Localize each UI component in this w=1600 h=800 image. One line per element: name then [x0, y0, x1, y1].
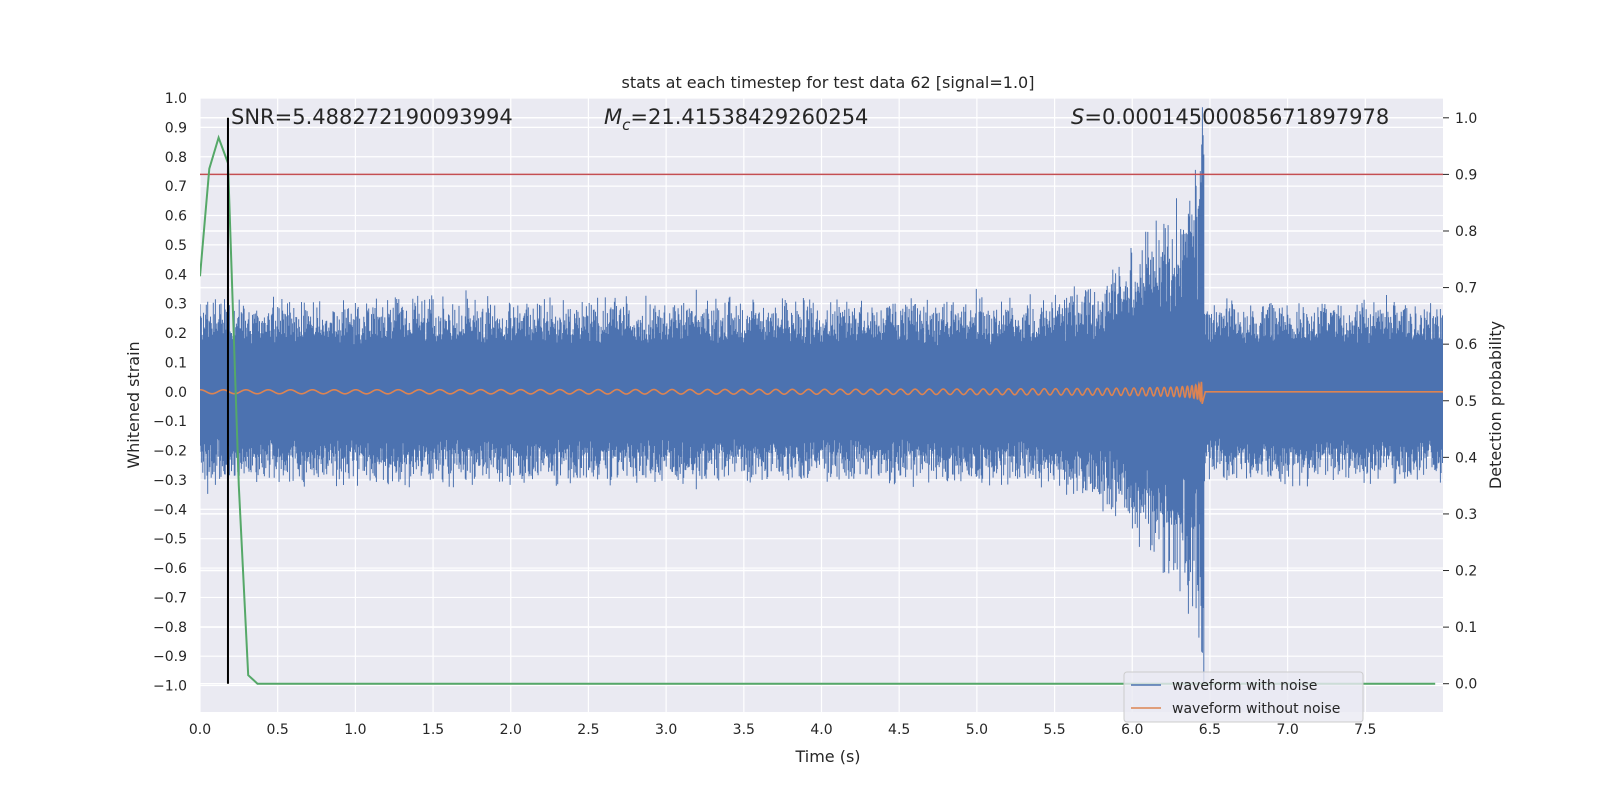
x-tick-label: 2.0	[500, 722, 522, 738]
series-detection-probability	[200, 134, 1436, 685]
y2-tick-label: 0.2	[1455, 564, 1477, 580]
y2-axis-ticks: 0.0 0.1 0.2 0.3 0.4 0.5 0.6 0.7 0.8 0.9 1.0	[1443, 111, 1477, 693]
y-tick-label: 0.4	[165, 267, 187, 283]
y-axis-label: Whitened strain	[124, 341, 143, 468]
legend-label-with-noise: waveform with noise	[1172, 678, 1317, 694]
y2-tick-label: 0.9	[1455, 167, 1477, 183]
legend-box	[1123, 671, 1364, 723]
y2-tick-label: 1.0	[1455, 111, 1477, 127]
x-tick-label: 6.0	[1121, 722, 1143, 738]
y-tick-label: 0.1	[165, 355, 187, 371]
series-waveform-without-noise	[200, 380, 1443, 405]
y-tick-label: −0.4	[153, 502, 187, 518]
s-value: =0.00014500085671897978	[1084, 105, 1389, 129]
y-tick-label: 0.8	[165, 150, 187, 166]
x-tick-label: 4.5	[888, 722, 910, 738]
x-tick-label: 3.0	[655, 722, 677, 738]
x-tick-label: 7.5	[1354, 722, 1376, 738]
x-tick-label: 1.5	[422, 722, 444, 738]
y-tick-label: −1.0	[153, 679, 187, 695]
x-tick-label: 4.0	[810, 722, 832, 738]
chirp-mass-subscript: c	[622, 116, 631, 134]
legend-label-without-noise: waveform without noise	[1172, 701, 1340, 717]
chart-title: stats at each timestep for test data 62 …	[622, 73, 1035, 92]
y2-tick-label: 0.0	[1455, 677, 1477, 693]
s-symbol: S	[1071, 105, 1084, 129]
s-annotation: S=0.00014500085671897978	[1071, 105, 1389, 129]
y2-tick-label: 0.5	[1455, 394, 1477, 410]
y-tick-label: −0.3	[153, 473, 187, 489]
y2-tick-label: 0.8	[1455, 224, 1477, 240]
y-tick-label: −0.2	[153, 444, 187, 460]
x-axis-ticks: 0.0 0.5 1.0 1.5 2.0 2.5 3.0 3.5 4.0 4.5 5.0 5.5 6.0 6…	[189, 722, 1377, 738]
y-tick-label: 1.0	[165, 91, 187, 107]
y2-tick-label: 0.1	[1455, 620, 1477, 636]
series-waveform-with-noise	[200, 107, 1443, 684]
y-axis-ticks: 1.0 0.9 0.8 0.7 0.6 0.5 0.4 0.3 0.2 0.1 0.0 −0.1 −0.…	[153, 91, 187, 695]
y-tick-label: 0.3	[165, 297, 187, 313]
y-tick-label: −0.8	[153, 620, 187, 636]
x-tick-label: 7.0	[1276, 722, 1298, 738]
y-tick-label: 0.9	[165, 120, 187, 136]
x-tick-label: 6.5	[1199, 722, 1221, 738]
y-tick-label: −0.6	[153, 561, 187, 577]
x-tick-label: 5.5	[1043, 722, 1065, 738]
chirp-mass-symbol: M	[604, 105, 622, 129]
x-axis-label: Time (s)	[794, 747, 860, 766]
snr-annotation: SNR=5.488272190093994	[231, 105, 513, 129]
y-tick-label: −0.7	[153, 590, 187, 606]
x-tick-label: 5.0	[966, 722, 988, 738]
y-tick-label: −0.5	[153, 532, 187, 548]
chirp-mass-value: =21.41538429260254	[630, 105, 868, 129]
y-tick-label: −0.9	[153, 649, 187, 665]
x-tick-label: 2.5	[577, 722, 599, 738]
y2-tick-label: 0.7	[1455, 281, 1477, 297]
y2-axis-label: Detection probability	[1486, 321, 1505, 489]
y2-tick-label: 0.3	[1455, 507, 1477, 523]
x-tick-label: 0.0	[189, 722, 211, 738]
x-tick-label: 1.0	[344, 722, 366, 738]
x-tick-label: 3.5	[733, 722, 755, 738]
y-tick-label: 0.2	[165, 326, 187, 342]
y2-tick-label: 0.4	[1455, 450, 1477, 466]
y-tick-label: 0.7	[165, 179, 187, 195]
y2-tick-label: 0.6	[1455, 337, 1477, 353]
x-tick-label: 0.5	[267, 722, 289, 738]
y-tick-label: 0.0	[165, 385, 187, 401]
y-tick-label: 0.5	[165, 238, 187, 254]
y-tick-label: 0.6	[165, 209, 187, 225]
y-tick-label: −0.1	[153, 414, 187, 430]
chirp-mass-annotation: Mc=21.41538429260254	[604, 105, 868, 134]
legend: waveform with noise waveform without noi…	[1123, 671, 1364, 723]
